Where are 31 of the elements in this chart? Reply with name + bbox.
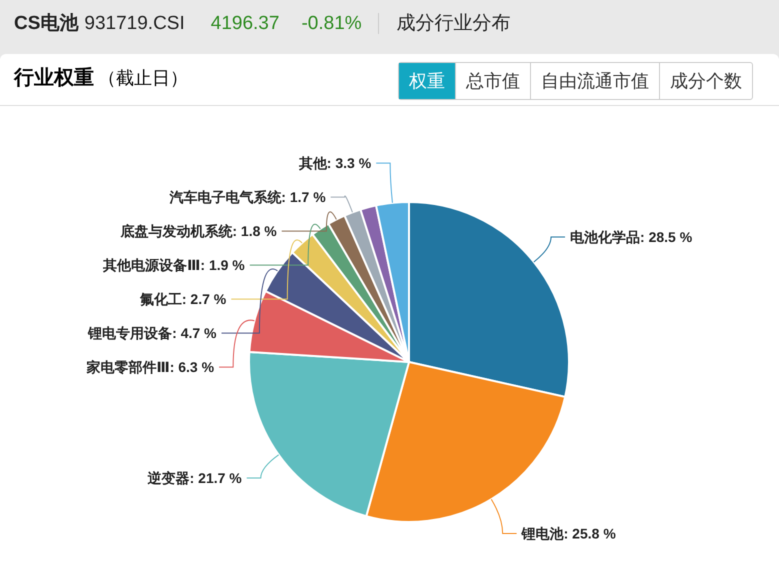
slice-label: 锂电池	[520, 526, 565, 542]
slice-label: 锂电专用设备	[87, 325, 172, 342]
text: 成分个数	[659, 63, 752, 99]
data-label: : 25.8 %	[564, 526, 616, 542]
data-label: : 1.7 %	[281, 189, 326, 206]
slice-label: 其他电源设备Ⅲ	[102, 257, 200, 274]
data-label: : 21.7 %	[190, 470, 242, 486]
text: 成分行业分布	[396, 13, 511, 34]
chart-title: 行业权重	[14, 67, 94, 89]
text: -0.81%	[301, 13, 379, 34]
text: 自由流通市值	[530, 63, 659, 99]
data-label: : 1.9 %	[200, 257, 246, 274]
data-label: : 2.7 %	[182, 291, 227, 308]
slice-label: 氟化工	[138, 291, 182, 308]
data-label: : 28.5 %	[640, 228, 693, 245]
slice-label: 逆变器	[146, 470, 190, 486]
data-label: : 1.8 %	[232, 223, 278, 240]
text: 总市值	[455, 63, 530, 99]
slice-label: 家电零部件Ⅲ	[85, 359, 170, 376]
slice-label: 其他	[298, 155, 328, 172]
slice-label: 汽车电子电气系统	[168, 189, 282, 206]
text: 931719.CSI	[84, 13, 185, 34]
slice-label: 底盘与发动机系统	[119, 223, 234, 240]
data-label: : 6.3 %	[170, 359, 215, 376]
text: 权重	[399, 63, 455, 99]
chart-subtitle: （截止日）	[98, 68, 188, 88]
text: 4196.37	[210, 13, 280, 34]
text: CS电池	[14, 13, 78, 34]
slice-label: 电池化学品	[570, 228, 640, 245]
data-label: : 4.7 %	[172, 325, 218, 342]
data-label: : 3.3 %	[326, 155, 372, 172]
